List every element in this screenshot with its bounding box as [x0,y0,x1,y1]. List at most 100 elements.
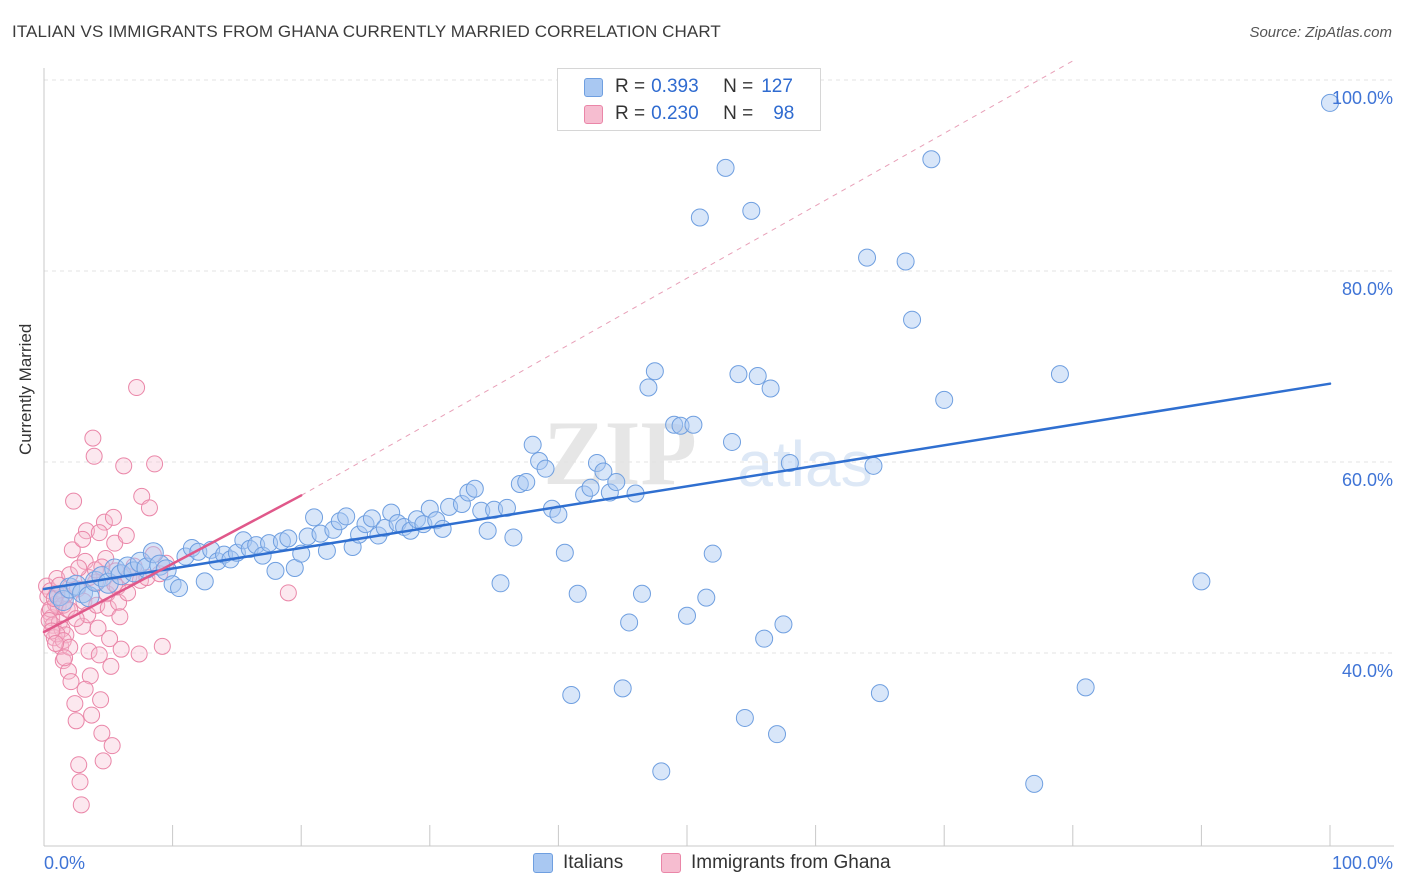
source-label: Source: ZipAtlas.com [1249,24,1392,41]
data-point-italians [935,390,954,409]
legend-n-label: N = [723,76,754,97]
data-point-italians [420,499,439,518]
data-point-ghana [56,649,74,667]
data-point-italians [452,495,471,514]
data-point-italians [317,541,336,560]
legend-swatch-italians [533,853,553,873]
data-point-italians [665,415,684,434]
data-point-italians [362,509,381,528]
data-point-italians [896,252,915,271]
data-point-ghana [90,646,108,664]
data-point-italians [1076,678,1095,697]
data-point-italians [1050,365,1069,384]
data-point-italians [491,574,510,593]
data-point-italians [684,415,703,434]
y-tick-label-80: 80.0% [1342,279,1393,299]
y-tick-label-100: 100.0% [1332,88,1393,108]
data-point-ghana [89,619,107,637]
data-point-ghana [85,447,103,465]
data-point-ghana [70,756,88,774]
data-point-italians [645,362,664,381]
data-point-ghana [130,645,148,663]
data-point-ghana [76,680,94,698]
data-point-ghana [84,429,102,447]
data-point-italians [703,544,722,563]
data-point-ghana [146,455,164,473]
data-point-ghana [153,637,171,655]
data-point-italians [1025,774,1044,793]
data-point-ghana [63,541,81,559]
data-point-ghana [104,508,122,526]
data-point-italians [870,684,889,703]
data-point-italians [716,158,735,177]
y-tick-label-60: 60.0% [1342,470,1393,490]
data-point-italians [478,521,497,540]
x-ticks [172,825,1331,846]
legend-n-value-italians: 127 [761,76,793,97]
data-point-italians [748,367,767,386]
data-point-italians [774,615,793,634]
data-point-italians [690,208,709,227]
data-point-italians [266,561,285,580]
data-point-italians [530,452,549,471]
data-point-ghana [111,608,129,626]
data-point-ghana [67,712,85,730]
data-point-ghana [81,667,99,685]
legend-r-label: R = [615,103,646,124]
data-point-ghana [47,634,65,652]
reference-diagonal [300,60,1074,496]
correlation-legend: R = 0.393 N = 127 R = 0.230 N = 98 [557,68,821,131]
legend-r-value-ghana: 0.230 [651,103,699,124]
data-point-ghana [93,724,111,742]
y-tick-label-40: 40.0% [1342,661,1393,681]
data-point-ghana [77,522,95,540]
data-point-italians [652,762,671,781]
y-tick-labels: 100.0% 80.0% 60.0% 40.0% [1332,88,1393,681]
data-point-ghana [92,691,110,709]
data-point-italians [697,588,716,607]
data-point-italians [523,435,542,454]
data-point-ghana [99,599,117,617]
data-point-italians [536,459,555,478]
legend-item-italians: Italians [533,852,623,874]
data-point-italians [337,507,356,526]
legend-swatch-ghana [661,853,681,873]
data-point-italians [581,478,600,497]
data-point-italians [504,528,523,547]
data-point-ghana [95,513,113,531]
data-point-ghana [140,499,158,517]
data-point-italians [1321,93,1339,112]
data-point-ghana [71,773,89,791]
data-point-ghana [102,657,120,675]
data-point-ghana [115,457,133,475]
data-point-italians [305,508,324,527]
data-point-italians [195,572,214,591]
data-point-ghana [62,673,80,691]
legend-row-ghana: R = 0.230 N = 98 [584,102,794,126]
x-tick-label-max: 100.0% [1332,853,1393,873]
legend-n-value-ghana: 98 [773,103,795,124]
trend-line-ghana [42,494,303,634]
legend-n-label: N = [723,103,754,124]
chart-title: ITALIAN VS IMMIGRANTS FROM GHANA CURRENT… [12,22,721,41]
data-point-ghana [110,593,128,611]
axes [43,68,1394,847]
data-point-italians [922,150,941,169]
data-point-ghana [72,796,90,814]
data-point-italians [723,432,742,451]
data-point-ghana [74,530,92,548]
data-point-italians [761,379,780,398]
data-point-ghana [83,706,101,724]
data-point-italians [382,503,401,522]
data-point-ghana [90,524,108,542]
data-point-italians [594,462,613,481]
data-point-ghana [117,527,135,545]
legend-r-label: R = [615,76,646,97]
data-point-ghana [103,737,121,755]
data-point-ghana [97,549,115,567]
data-point-ghana [59,662,77,680]
data-point-italians [742,201,761,220]
data-point-ghana [65,492,83,510]
data-point-italians [671,416,690,435]
data-point-italians [1192,572,1211,591]
